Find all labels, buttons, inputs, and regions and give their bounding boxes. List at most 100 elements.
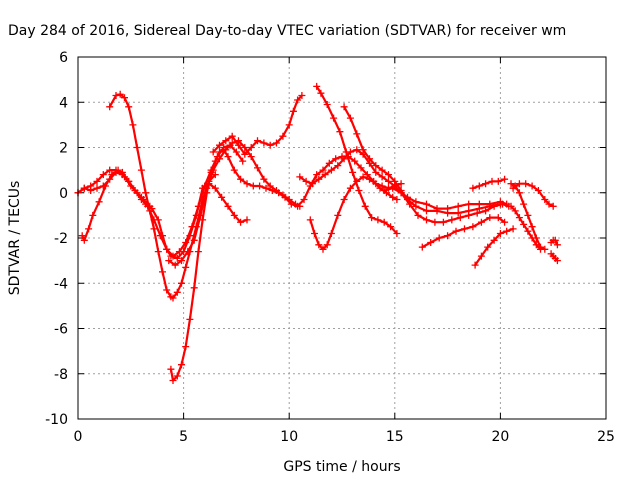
data-point: [133, 144, 141, 151]
data-point: [465, 200, 473, 208]
data-point: [178, 361, 185, 369]
data-point: [93, 184, 101, 192]
data-point: [182, 239, 190, 246]
data-point: [99, 171, 107, 179]
data-point: [327, 230, 335, 237]
data-point: [169, 252, 177, 260]
data-point: [178, 257, 185, 265]
data-point: [216, 141, 223, 149]
data-point: [78, 232, 86, 240]
data-point: [173, 372, 181, 380]
data-point: [216, 155, 223, 163]
series-track-14: [471, 225, 517, 269]
data-point: [522, 180, 530, 188]
data-point: [499, 200, 506, 208]
data-point: [171, 261, 179, 269]
data-point: [336, 128, 344, 136]
data-point: [222, 146, 230, 154]
data-point: [254, 164, 261, 172]
data-point: [175, 248, 183, 256]
data-point: [353, 146, 361, 154]
data-point: [80, 184, 88, 192]
data-point: [273, 139, 280, 147]
data-point: [167, 365, 175, 373]
data-point: [363, 171, 371, 179]
data-point: [315, 175, 323, 183]
data-point: [232, 148, 240, 156]
series-line: [167, 139, 301, 267]
data-point: [237, 175, 245, 183]
data-point: [378, 166, 386, 174]
series-track-20: [547, 250, 561, 265]
data-point: [209, 166, 217, 174]
data-point: [188, 223, 196, 231]
data-point: [469, 223, 477, 231]
data-point: [359, 146, 367, 154]
data-point: [501, 218, 509, 226]
data-point: [431, 218, 439, 226]
data-point: [80, 236, 88, 244]
data-point: [387, 223, 395, 231]
x-tick-label: 20: [491, 429, 509, 445]
data-point: [509, 184, 517, 192]
data-point: [319, 245, 327, 253]
data-point: [346, 184, 354, 192]
data-point: [125, 177, 133, 185]
series-line: [509, 205, 542, 251]
data-point: [351, 157, 359, 165]
data-point: [389, 184, 397, 192]
data-point: [534, 187, 542, 194]
data-point: [228, 132, 236, 140]
x-tick-label: 10: [280, 429, 298, 445]
data-point: [541, 196, 549, 203]
data-point: [178, 279, 185, 287]
data-point: [241, 150, 249, 158]
data-point: [85, 225, 93, 233]
data-point: [323, 101, 331, 108]
data-point: [494, 177, 502, 185]
data-point: [87, 187, 95, 194]
data-point: [520, 200, 528, 208]
data-point: [218, 193, 226, 201]
x-tick-label: 25: [597, 429, 615, 445]
y-tick-label: 0: [59, 186, 68, 202]
data-point: [298, 92, 306, 99]
series-track-15: [469, 175, 509, 192]
data-point: [169, 377, 177, 384]
data-point: [319, 166, 327, 174]
series-track-12: [380, 184, 513, 226]
data-point: [423, 207, 430, 215]
data-point: [439, 218, 447, 226]
data-point: [256, 182, 264, 190]
data-point: [393, 196, 401, 203]
data-point: [211, 171, 219, 179]
data-point: [418, 243, 426, 251]
data-point: [260, 175, 268, 183]
series-line: [549, 252, 559, 262]
data-point: [163, 286, 171, 294]
data-point: [475, 182, 483, 190]
data-point: [385, 177, 392, 185]
data-point: [412, 202, 420, 210]
data-point: [357, 164, 365, 172]
data-point: [95, 198, 103, 206]
data-point: [116, 90, 124, 98]
data-point: [389, 193, 397, 201]
data-point: [125, 103, 133, 111]
data-point: [551, 236, 559, 244]
data-point: [393, 230, 401, 237]
data-point: [273, 187, 280, 194]
data-point: [509, 225, 517, 233]
data-point: [330, 114, 338, 122]
data-point: [216, 148, 223, 156]
data-point: [391, 177, 399, 185]
data-point: [397, 189, 405, 197]
series-track-7: [209, 92, 306, 158]
y-tick-label: 2: [59, 141, 68, 157]
x-tick-label: 15: [386, 429, 404, 445]
data-point: [194, 202, 202, 210]
data-point: [254, 137, 261, 145]
data-point: [342, 148, 350, 156]
data-point: [294, 96, 302, 104]
data-point: [520, 220, 528, 228]
